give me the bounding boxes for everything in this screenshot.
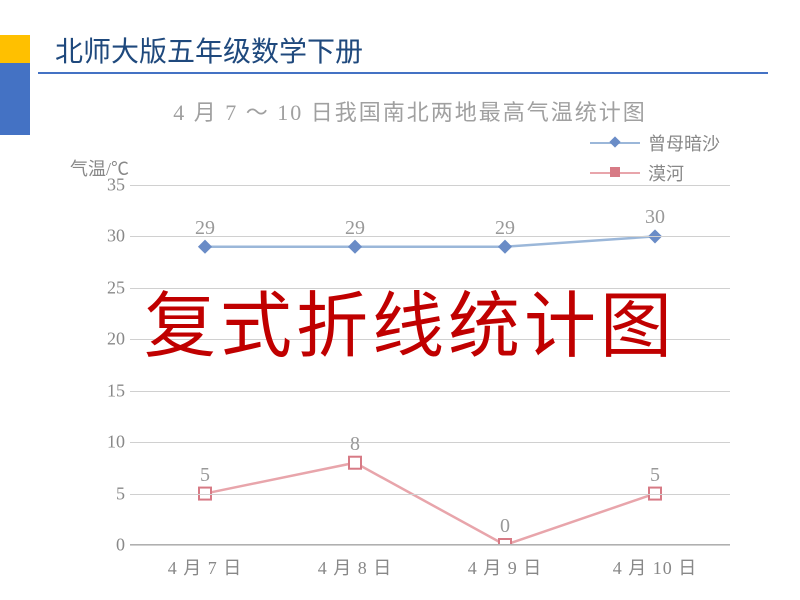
x-tick-label: 4 月 9 日 [468, 554, 543, 580]
legend-label-0: 曾母暗沙 [648, 130, 720, 156]
legend-line-0 [590, 142, 640, 144]
y-tick-label: 0 [90, 535, 125, 556]
legend-item-1: 漠河 [590, 160, 720, 186]
y-tick-label: 30 [90, 226, 125, 247]
title-underline [38, 72, 768, 74]
data-label: 30 [645, 207, 665, 230]
chart-title: 4 月 7 ～ 10 日我国南北两地最高气温统计图 [60, 95, 760, 127]
gridline [130, 442, 730, 443]
y-tick-label: 10 [90, 432, 125, 453]
y-tick-label: 20 [90, 329, 125, 350]
legend-label-1: 漠河 [648, 160, 684, 186]
chart-container: 4 月 7 ～ 10 日我国南北两地最高气温统计图 气温/℃ 曾母暗沙 漠河 0… [60, 95, 760, 575]
slide-accent [0, 35, 30, 135]
data-label: 0 [500, 515, 510, 538]
data-label: 8 [350, 433, 360, 456]
y-tick-label: 15 [90, 380, 125, 401]
data-label: 5 [650, 464, 660, 487]
data-label: 29 [345, 217, 365, 240]
x-tick-label: 4 月 10 日 [613, 554, 698, 580]
square-marker-icon [610, 167, 620, 177]
accent-yellow [0, 35, 30, 63]
gridline [130, 236, 730, 237]
x-tick-label: 4 月 8 日 [318, 554, 393, 580]
y-tick-label: 25 [90, 277, 125, 298]
data-label: 5 [200, 464, 210, 487]
legend: 曾母暗沙 漠河 [590, 130, 720, 190]
x-tick-label: 4 月 7 日 [168, 554, 243, 580]
diamond-marker-icon [609, 136, 620, 147]
data-label: 29 [195, 217, 215, 240]
y-tick-label: 5 [90, 483, 125, 504]
gridline [130, 545, 730, 546]
legend-line-1 [590, 172, 640, 174]
page-title: 北师大版五年级数学下册 [55, 30, 363, 70]
legend-item-0: 曾母暗沙 [590, 130, 720, 156]
accent-blue [0, 63, 30, 135]
gridline [130, 494, 730, 495]
y-tick-label: 35 [90, 175, 125, 196]
overlay-title: 复式折线统计图 [144, 267, 676, 372]
gridline [130, 391, 730, 392]
gridline [130, 185, 730, 186]
data-label: 29 [495, 217, 515, 240]
